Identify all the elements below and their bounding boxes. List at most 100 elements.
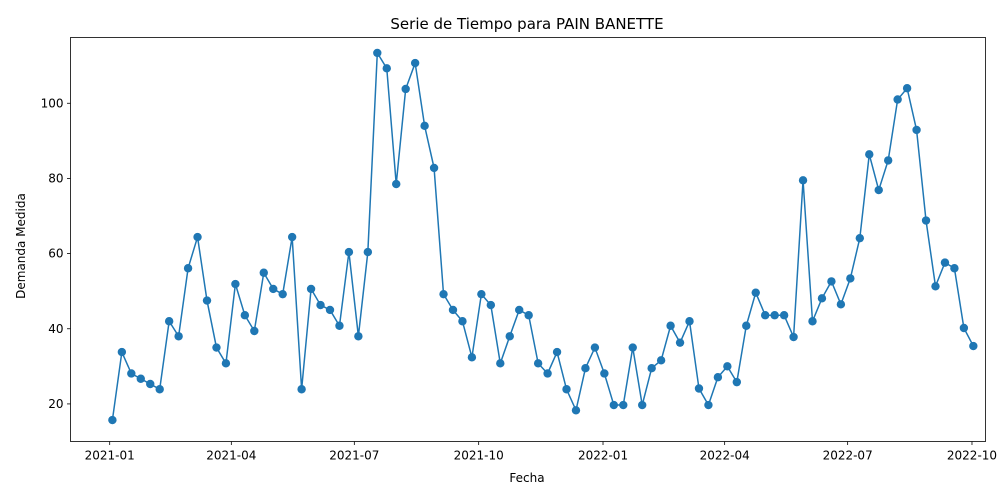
data-point [354,332,363,341]
data-point [638,400,647,410]
data-point [496,359,505,368]
data-point [155,385,164,394]
data-point [193,232,202,242]
data-point [940,258,950,267]
data-point [467,353,477,362]
data-point [571,406,581,415]
data-point [221,359,231,368]
data-point [779,311,789,320]
data-point [505,332,514,341]
data-point [382,64,391,73]
data-point [704,400,713,410]
y-tick-label: 20 [48,397,63,411]
data-point [325,305,335,315]
data-point [543,369,552,378]
data-point [732,377,742,387]
data-point [827,277,836,286]
data-point [590,343,600,352]
data-point [287,232,297,242]
chart-title: Serie de Tiempo para PAIN BANETTE [390,15,663,33]
data-point [269,284,278,294]
data-point [174,332,183,341]
data-point [581,364,590,373]
data-point [420,121,429,131]
data-point [363,247,373,257]
data-point [846,274,855,283]
x-tick-label: 2022-07 [823,449,873,463]
series-line [111,50,975,421]
x-tick-label: 2022-10 [947,449,997,463]
data-point [458,317,467,326]
data-point [760,311,770,320]
data-point [694,384,704,393]
y-tick-label: 40 [48,322,63,336]
data-point [883,156,893,165]
data-point [373,48,382,58]
data-point [117,347,127,357]
data-point [562,385,571,394]
x-tick-label: 2021-10 [454,449,504,463]
data-point [798,176,808,185]
data-point [723,362,732,371]
data-point [647,364,656,373]
data-point [202,296,212,305]
x-tick-label: 2021-04 [206,449,256,463]
data-point [524,311,533,320]
data-point [515,305,524,315]
data-point [865,150,874,159]
x-tick-label: 2021-07 [329,449,379,463]
data-point [127,369,136,378]
data-point [855,233,865,243]
data-point [448,305,458,315]
data-point [212,343,221,352]
data-point [240,311,250,320]
data-point [297,385,306,394]
y-tick-label: 100 [41,96,64,110]
y-axis-ticks: 20 40 60 80 100 [41,96,71,411]
data-point [912,125,921,135]
data-point [969,341,978,351]
data-point [742,321,751,330]
data-point [921,216,931,225]
data-point [136,374,145,383]
data-point [751,288,760,297]
data-point [344,247,354,257]
x-tick-label: 2021-01 [85,449,135,463]
data-point [893,95,902,104]
x-tick-label: 2022-04 [700,449,750,463]
data-point [108,415,117,425]
data-point [335,321,344,330]
y-tick-label: 60 [48,247,63,261]
data-point [183,264,193,273]
data-point [278,289,287,299]
data-point [666,321,675,330]
data-point [250,326,259,336]
data-point [950,264,959,273]
data-point [656,356,666,365]
data-point [401,84,410,94]
data-point [609,400,619,410]
data-point [770,311,779,320]
data-point [552,347,562,357]
y-tick-label: 80 [48,171,63,185]
data-point [808,317,817,326]
data-point [685,317,694,326]
data-point [392,179,401,189]
data-point [306,284,316,294]
x-axis-ticks: 2021-01 2021-04 2021-07 2021-10 2022-01 2022-… [85,441,997,463]
data-point [874,185,883,195]
data-point [789,332,798,342]
series-group [108,48,978,425]
data-point [675,338,685,347]
data-point [410,58,420,68]
data-point [817,294,827,303]
data-point [231,279,240,289]
data-point [902,84,912,93]
data-point [836,300,846,309]
data-point [959,323,969,333]
data-point [146,379,155,389]
data-point [477,289,486,299]
x-tick-label: 2022-01 [578,449,628,463]
data-point [259,268,268,277]
